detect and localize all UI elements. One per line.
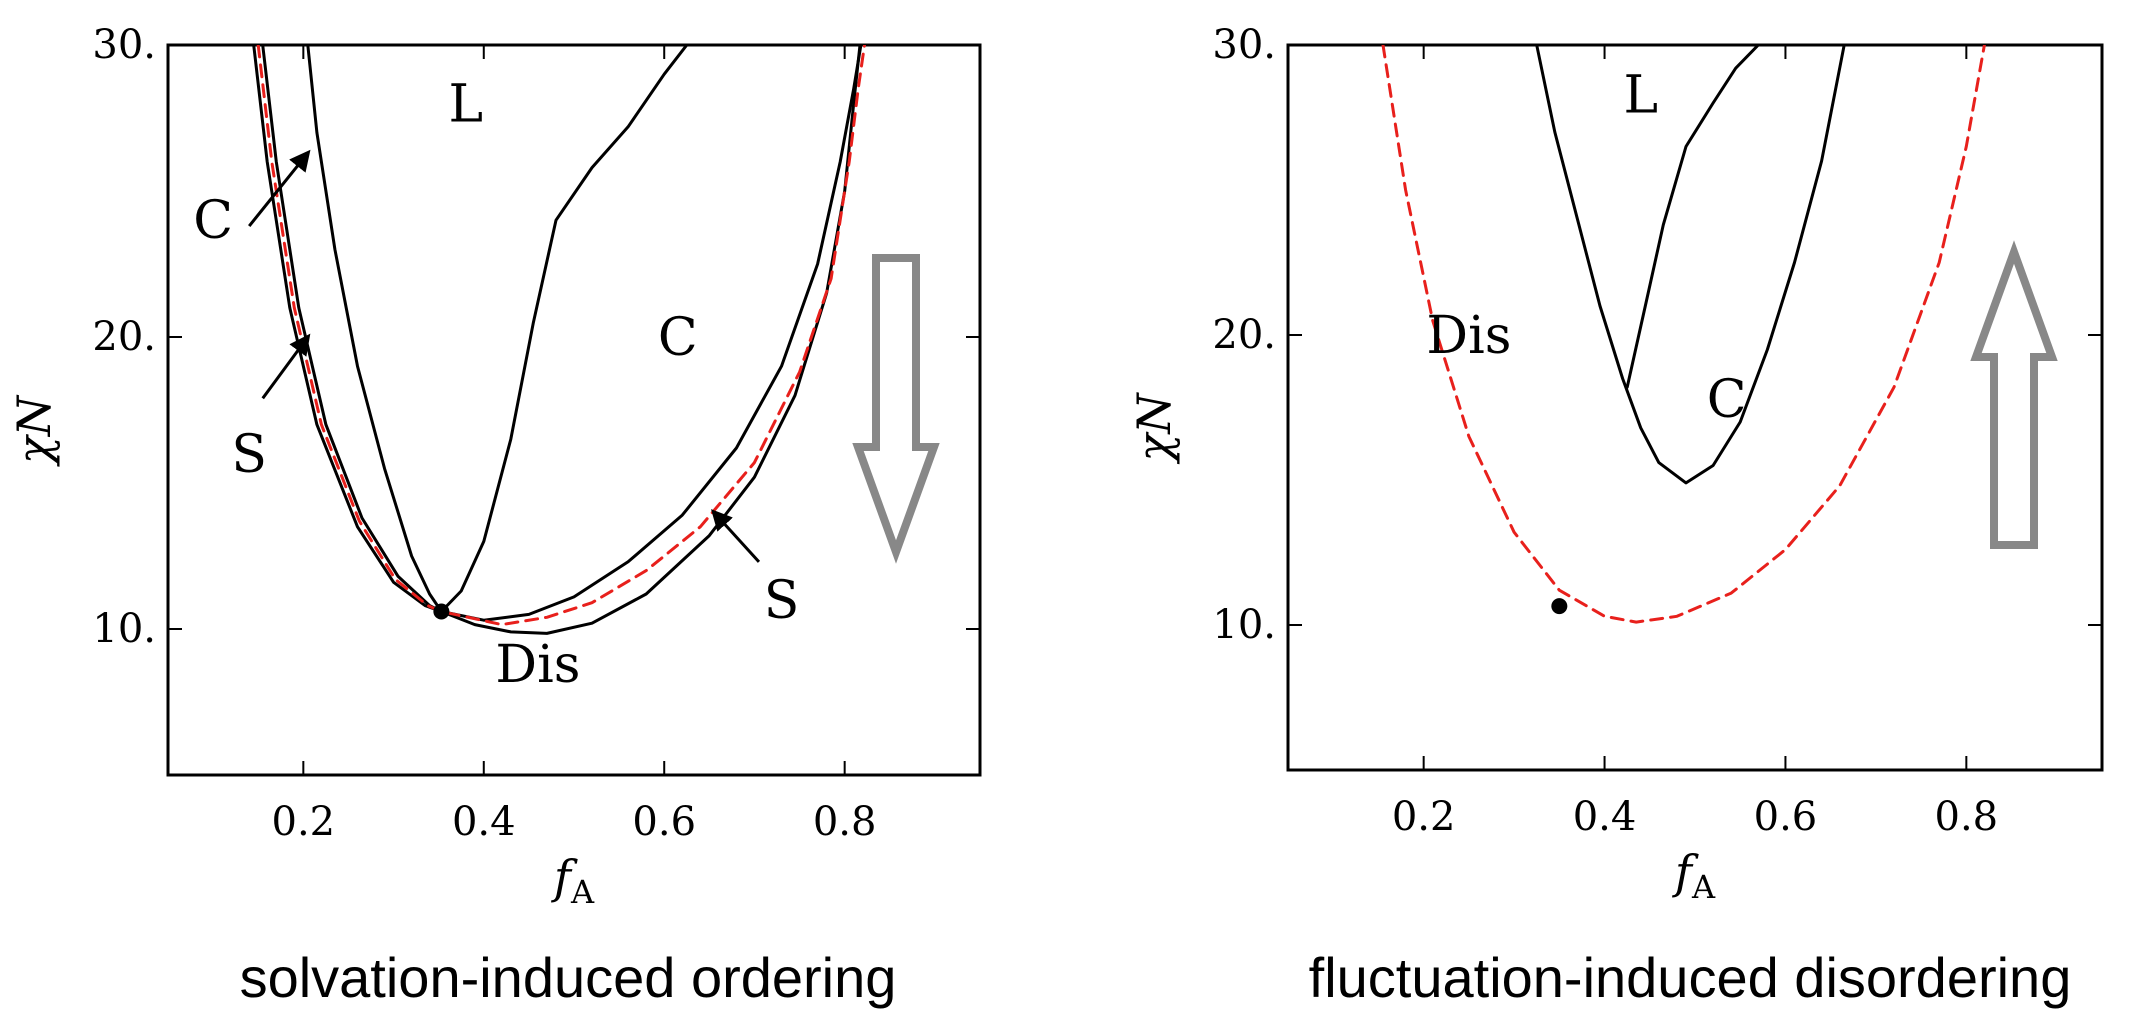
up-arrow-icon xyxy=(1970,240,2058,549)
y-tick-label: 20. xyxy=(92,314,156,360)
phase-boundary-curve xyxy=(306,45,443,613)
down-arrow-icon xyxy=(852,254,940,564)
x-tick-label: 0.8 xyxy=(813,799,877,845)
right-chart: 0.2 0.4 0.6 0.8 10. 20. 30. fA χN L C Dis xyxy=(1127,22,2104,906)
y-tick-label: 30. xyxy=(1212,22,1276,68)
phase-boundary-curve xyxy=(1535,45,1846,485)
x-tick-label: 0.4 xyxy=(452,799,516,845)
region-label: L xyxy=(448,74,483,134)
annotation-arrow xyxy=(261,333,311,400)
x-tick-label: 0.2 xyxy=(272,799,336,845)
region-label: Dis xyxy=(495,635,580,695)
left-chart-caption: solvation-induced ordering xyxy=(240,946,897,1009)
plot-area xyxy=(252,45,866,635)
region-label: C xyxy=(193,191,233,251)
annotation-arrow xyxy=(248,149,311,227)
phase-boundary-curve xyxy=(439,45,689,613)
phase-boundary-curve xyxy=(252,45,862,635)
phase-boundary-curve xyxy=(261,45,863,622)
region-label: S xyxy=(231,425,267,485)
critical-point xyxy=(433,603,450,620)
x-axis-title-subscript: A xyxy=(1691,868,1716,906)
left-chart: 0.2 0.4 0.6 0.8 10. 20. 30. fA χN L C C S S Dis xyxy=(7,22,982,911)
y-tick-label: 10. xyxy=(92,606,156,652)
region-label: C xyxy=(1707,370,1747,430)
x-tick-label: 0.8 xyxy=(1935,794,1999,840)
spinodal-curve xyxy=(1381,45,1986,624)
x-tick-label: 0.6 xyxy=(1754,794,1818,840)
right-chart-caption: fluctuation-induced disordering xyxy=(1309,946,2072,1009)
x-tick-label: 0.6 xyxy=(632,799,696,845)
phase-boundary-curve xyxy=(1625,45,1760,389)
plot-area xyxy=(1381,45,1986,624)
x-tick-label: 0.4 xyxy=(1573,794,1637,840)
region-label: S xyxy=(764,571,800,631)
spinodal-curve xyxy=(256,45,866,627)
x-axis-title-subscript: A xyxy=(570,873,595,911)
region-label: C xyxy=(658,308,698,368)
y-tick-label: 30. xyxy=(92,22,156,68)
y-axis-title: χN xyxy=(1127,392,1181,465)
y-tick-label: 20. xyxy=(1212,312,1276,358)
plot-frame xyxy=(1286,43,2104,772)
y-axis-title: χN xyxy=(7,394,61,467)
y-tick-label: 10. xyxy=(1212,602,1276,648)
x-axis-title: fA xyxy=(551,850,595,911)
plot-frame xyxy=(166,43,982,777)
annotation-arrow xyxy=(711,509,761,563)
region-label: Dis xyxy=(1426,306,1511,366)
critical-point xyxy=(1551,598,1568,615)
x-axis-title: fA xyxy=(1672,845,1716,906)
region-label: L xyxy=(1623,65,1658,125)
x-tick-label: 0.2 xyxy=(1392,794,1456,840)
